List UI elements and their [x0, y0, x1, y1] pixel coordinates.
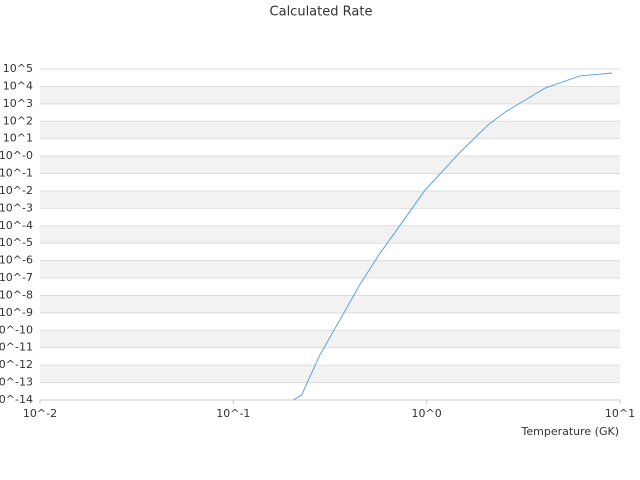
y-tick-label: 10^-1: [0, 167, 33, 180]
x-axis-title: Temperature (GK): [521, 425, 620, 438]
grid-band: [40, 330, 620, 348]
x-tick-label: 10^1: [605, 407, 635, 420]
y-tick-label: 10^4: [3, 79, 33, 92]
y-tick-label: 10^-3: [0, 201, 33, 214]
x-tick-label: 10^-1: [216, 407, 250, 420]
y-tick-label: 10^-6: [0, 254, 33, 267]
grid-band: [40, 295, 620, 313]
y-tick-label: 10^5: [3, 62, 33, 75]
y-tick-label: 10^-8: [0, 288, 33, 301]
chart-title: Calculated Rate: [270, 5, 373, 20]
y-tick-label: 10^-7: [0, 271, 33, 284]
y-tick-label: 10^-4: [0, 219, 33, 232]
y-tick-label: 10^-0: [0, 149, 33, 162]
y-tick-label: 10^-10: [0, 323, 33, 336]
y-tick-label: 10^-12: [0, 358, 33, 371]
x-tick-label: 10^0: [412, 407, 442, 420]
y-tick-label: 10^-2: [0, 184, 33, 197]
grid-band: [40, 86, 620, 104]
y-tick-label: 10^1: [3, 132, 33, 145]
y-tick-label: 10^-9: [0, 306, 33, 319]
grid-band: [40, 365, 620, 383]
y-tick-label: 10^-11: [0, 341, 33, 354]
grid-band: [40, 260, 620, 279]
grid-band: [40, 225, 620, 244]
y-tick-label: 10^-5: [0, 236, 33, 249]
grid-band: [40, 190, 620, 209]
x-tick-label: 10^-2: [23, 407, 57, 420]
y-tick-label: 10^-14: [0, 393, 33, 406]
y-tick-label: 10^2: [3, 114, 33, 127]
data-line: [292, 72, 613, 400]
grid-band: [40, 156, 620, 174]
y-tick-label: 10^-13: [0, 376, 33, 389]
grid-band: [40, 121, 620, 139]
y-tick-label: 10^3: [3, 97, 33, 110]
